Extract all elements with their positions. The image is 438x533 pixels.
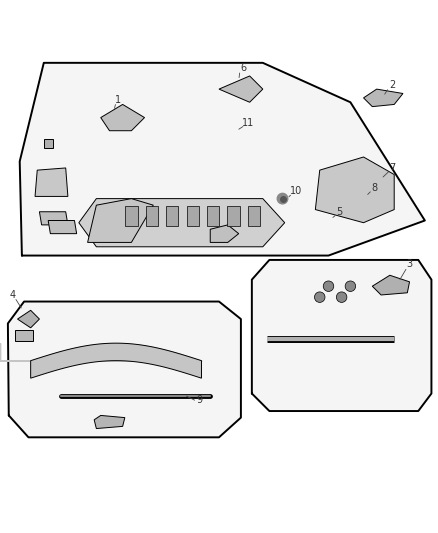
Text: 2: 2: [389, 80, 395, 90]
Polygon shape: [48, 221, 77, 233]
Bar: [248, 206, 260, 226]
Text: 1: 1: [115, 95, 121, 105]
Polygon shape: [88, 199, 153, 243]
Text: 7: 7: [389, 163, 396, 173]
Text: 6: 6: [240, 63, 246, 73]
Polygon shape: [372, 275, 410, 295]
Text: 8: 8: [371, 183, 378, 192]
Circle shape: [336, 292, 347, 302]
Polygon shape: [252, 260, 431, 411]
Polygon shape: [210, 225, 239, 243]
Bar: [146, 206, 158, 226]
Polygon shape: [20, 63, 425, 255]
Polygon shape: [31, 343, 201, 378]
Polygon shape: [18, 310, 39, 328]
Bar: [166, 206, 178, 226]
Circle shape: [277, 193, 288, 204]
Polygon shape: [79, 199, 285, 247]
Bar: [227, 206, 240, 226]
Polygon shape: [364, 89, 403, 107]
Bar: [15, 330, 33, 341]
Polygon shape: [101, 104, 145, 131]
Bar: [207, 206, 219, 226]
Text: 11: 11: [242, 118, 254, 128]
Text: 10: 10: [290, 186, 302, 196]
Circle shape: [323, 281, 334, 292]
Polygon shape: [8, 302, 241, 437]
Polygon shape: [44, 140, 53, 148]
Polygon shape: [39, 212, 68, 225]
Circle shape: [314, 292, 325, 302]
Polygon shape: [35, 168, 68, 197]
Polygon shape: [315, 157, 394, 223]
Text: 9: 9: [196, 395, 202, 405]
Bar: [187, 206, 199, 226]
Polygon shape: [219, 76, 263, 102]
Circle shape: [345, 281, 356, 292]
Text: 4: 4: [9, 290, 15, 300]
Polygon shape: [94, 415, 125, 429]
Bar: [125, 206, 138, 226]
Text: 5: 5: [336, 207, 343, 217]
Text: 3: 3: [406, 260, 413, 269]
